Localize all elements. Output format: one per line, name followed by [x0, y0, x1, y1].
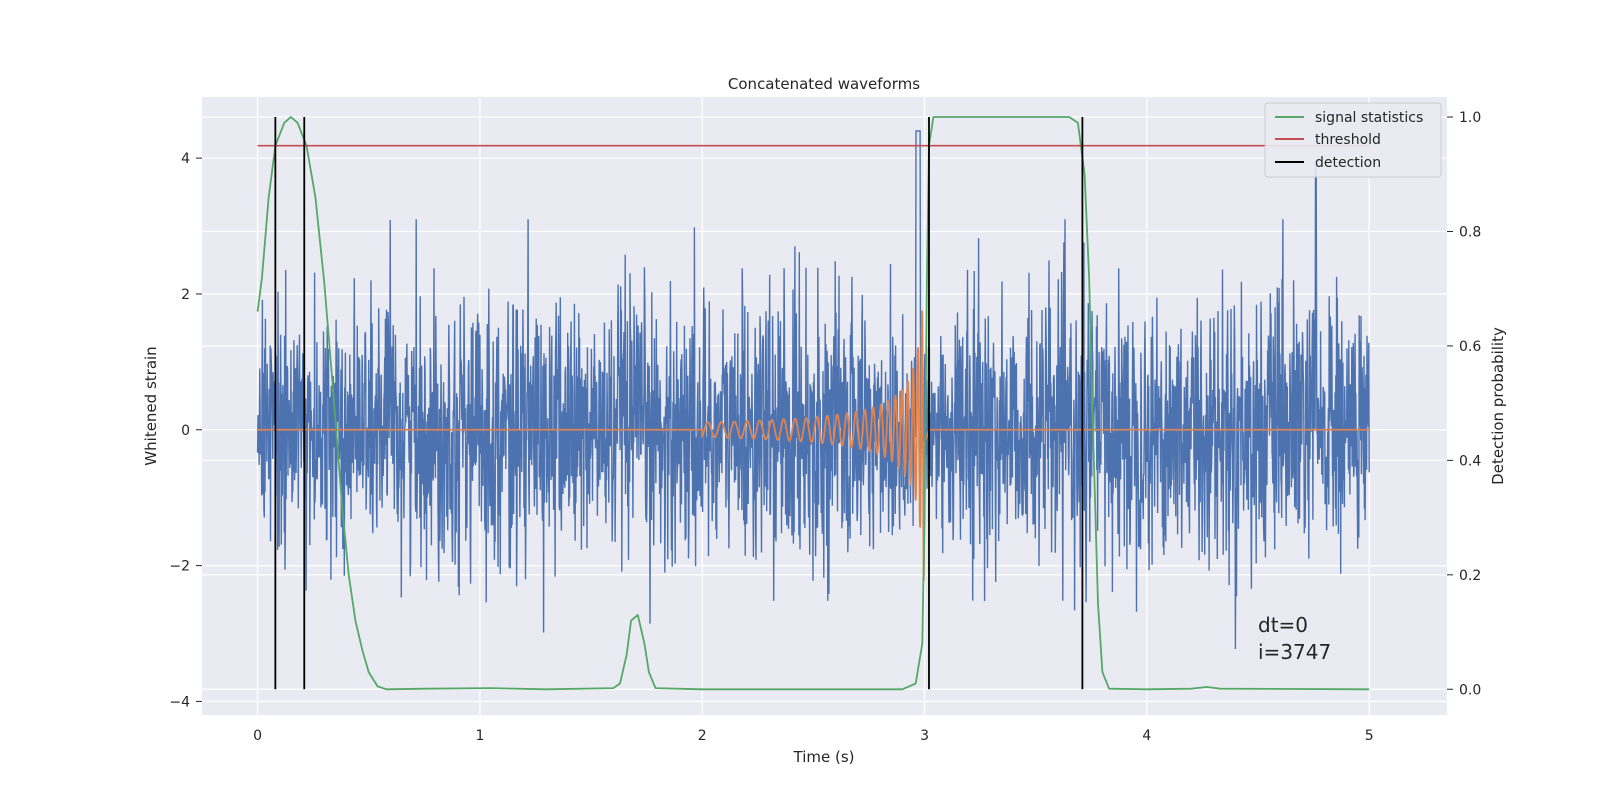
- annotation-i: i=3747: [1258, 640, 1331, 664]
- y-tick-label: 2: [181, 287, 190, 303]
- y2-axis-label: Detection probability: [1489, 327, 1507, 485]
- x-tick-label: 1: [475, 728, 484, 744]
- x-tick-label: 3: [920, 728, 929, 744]
- y-tick-label: 0: [181, 423, 190, 439]
- legend-label-signal-statistics: signal statistics: [1315, 110, 1423, 126]
- ticks: 0 1 2 3 4 5 −4 −2 0 2 4 0.0 0.2 0.4 0.6 0.8 1.0: [169, 110, 1481, 744]
- legend-label-detection: detection: [1315, 155, 1381, 171]
- signal-statistics-line: [256, 116, 1370, 691]
- strain-series-line: [256, 130, 1370, 650]
- y2-tick-label: 0.4: [1459, 453, 1481, 469]
- y2-tick-label: 0.2: [1459, 568, 1481, 584]
- x-tick-label: 4: [1142, 728, 1151, 744]
- y-axis-label: Whitened strain: [142, 346, 160, 465]
- legend-box: [1264, 102, 1442, 178]
- legend-label-threshold: threshold: [1315, 132, 1381, 148]
- y-tick-label: −2: [169, 559, 190, 575]
- y-tick-label: 4: [181, 151, 190, 167]
- x-tick-label: 2: [698, 728, 707, 744]
- legend: signal statistics threshold detection: [1264, 102, 1442, 178]
- y2-tick-label: 0.0: [1459, 682, 1481, 698]
- y2-tick-label: 0.8: [1459, 224, 1481, 240]
- x-axis-label: Time (s): [793, 748, 855, 766]
- series-layer: [256, 116, 1370, 691]
- chirp-series-line: [257, 310, 1370, 581]
- x-tick-label: 0: [253, 728, 262, 744]
- y-tick-label: −4: [169, 694, 190, 710]
- annotation-dt: dt=0: [1258, 613, 1308, 637]
- chart-title: Concatenated waveforms: [728, 75, 920, 93]
- x-tick-label: 5: [1365, 728, 1374, 744]
- y2-tick-label: 0.6: [1459, 339, 1481, 355]
- y2-tick-label: 1.0: [1459, 110, 1481, 126]
